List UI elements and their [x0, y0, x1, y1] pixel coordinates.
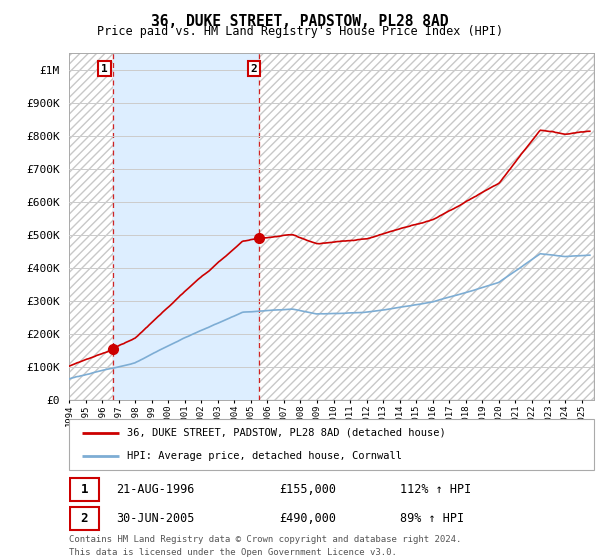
- Text: £490,000: £490,000: [279, 512, 336, 525]
- Text: 1: 1: [101, 64, 108, 73]
- Bar: [70, 507, 99, 530]
- Bar: [69, 53, 113, 400]
- Bar: [70, 478, 99, 501]
- Text: 36, DUKE STREET, PADSTOW, PL28 8AD: 36, DUKE STREET, PADSTOW, PL28 8AD: [151, 14, 449, 29]
- Text: This data is licensed under the Open Government Licence v3.0.: This data is licensed under the Open Gov…: [69, 548, 397, 557]
- Text: 89% ↑ HPI: 89% ↑ HPI: [400, 512, 464, 525]
- Bar: [113, 53, 259, 400]
- Text: 30-JUN-2005: 30-JUN-2005: [116, 512, 194, 525]
- Text: HPI: Average price, detached house, Cornwall: HPI: Average price, detached house, Corn…: [127, 451, 402, 461]
- Text: Contains HM Land Registry data © Crown copyright and database right 2024.: Contains HM Land Registry data © Crown c…: [69, 535, 461, 544]
- Text: 112% ↑ HPI: 112% ↑ HPI: [400, 483, 471, 496]
- Text: 36, DUKE STREET, PADSTOW, PL28 8AD (detached house): 36, DUKE STREET, PADSTOW, PL28 8AD (deta…: [127, 428, 445, 438]
- Text: Price paid vs. HM Land Registry's House Price Index (HPI): Price paid vs. HM Land Registry's House …: [97, 25, 503, 38]
- Text: 2: 2: [81, 512, 88, 525]
- Bar: [259, 53, 594, 400]
- Text: 2: 2: [251, 64, 257, 73]
- Text: 1: 1: [81, 483, 88, 496]
- Text: £155,000: £155,000: [279, 483, 336, 496]
- Text: 21-AUG-1996: 21-AUG-1996: [116, 483, 194, 496]
